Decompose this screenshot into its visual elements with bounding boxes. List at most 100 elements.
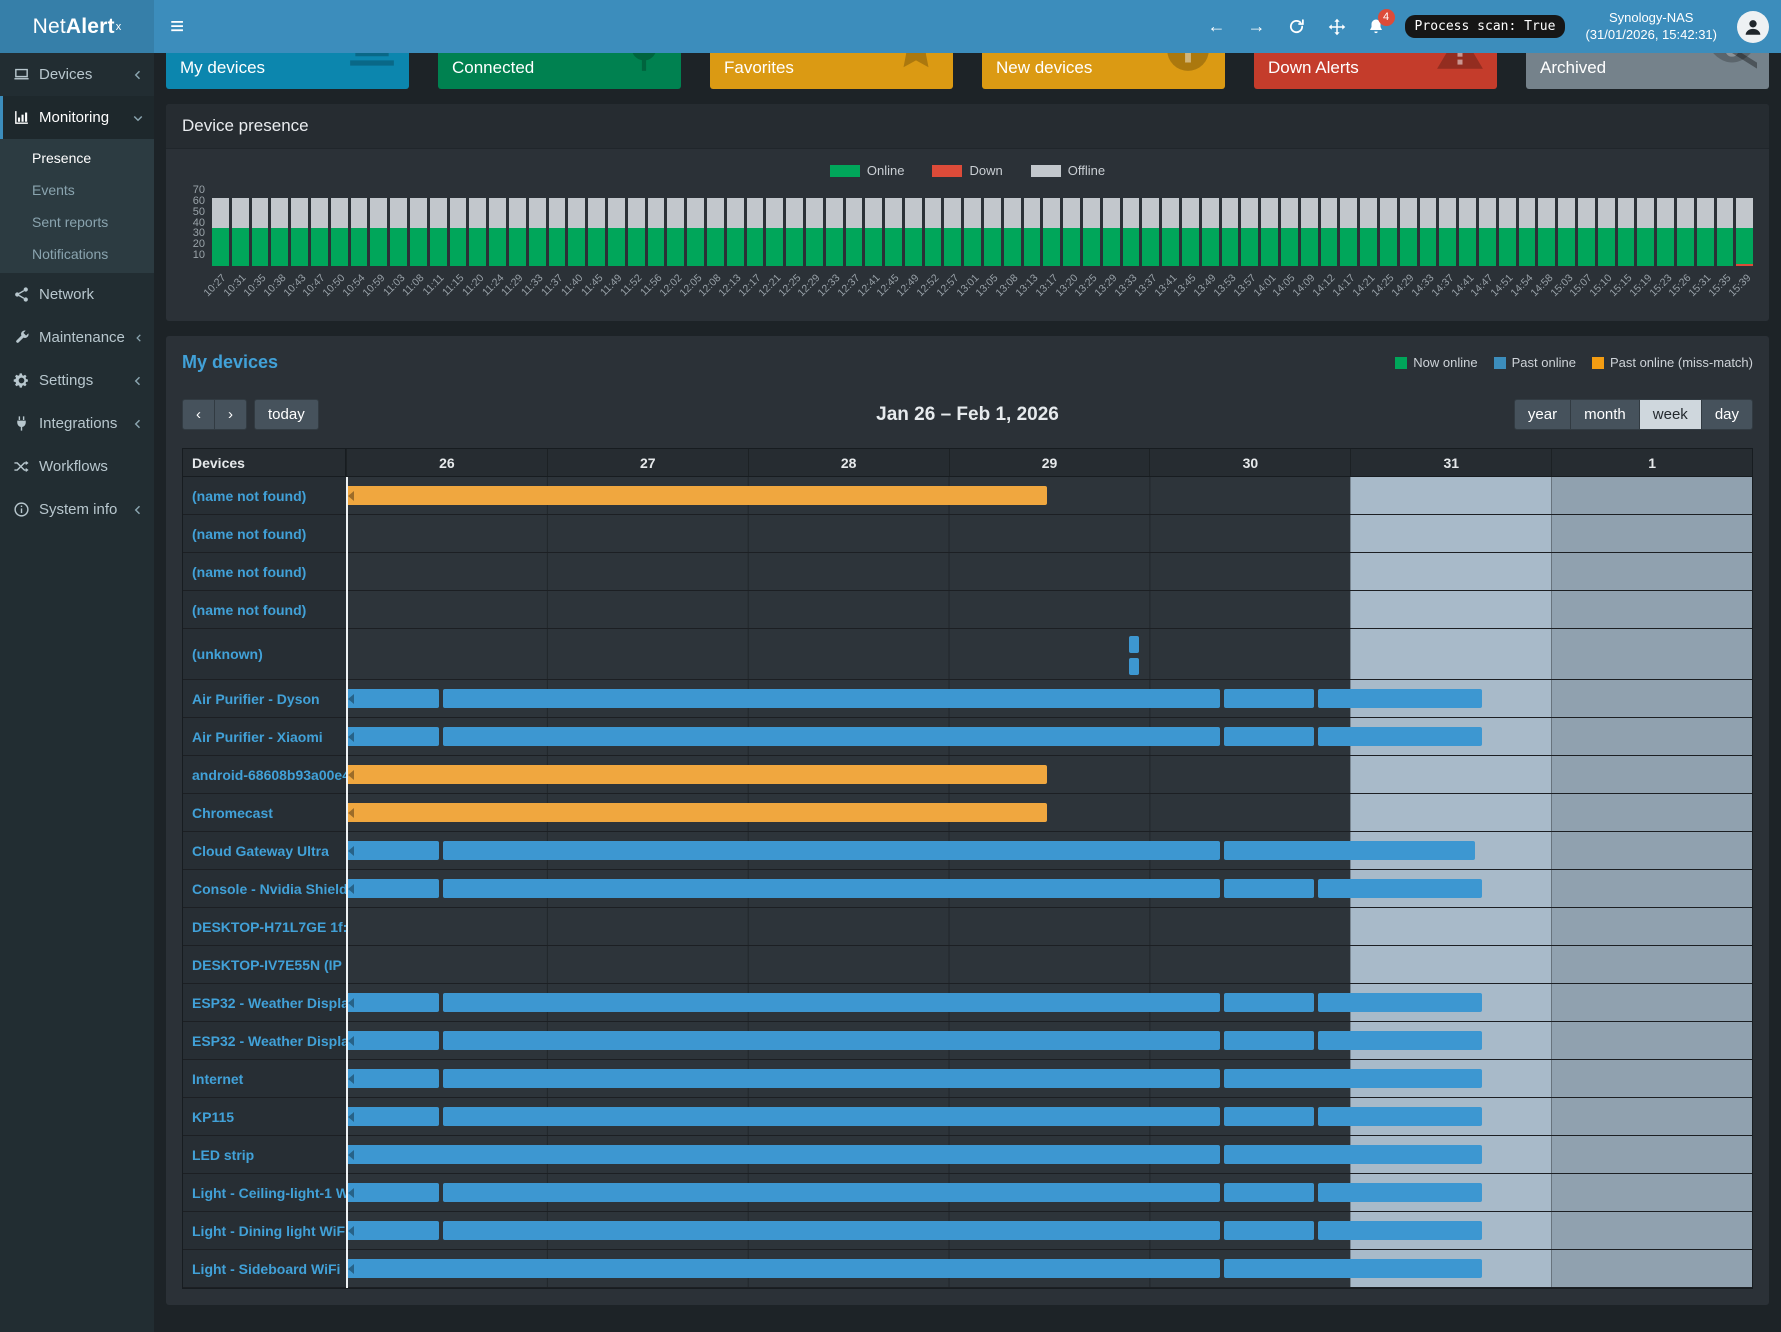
sidebar-item-notifications[interactable]: Notifications — [32, 246, 109, 262]
presence-event-bar[interactable] — [442, 689, 1221, 708]
sidebar-item-settings[interactable]: Settings — [0, 359, 154, 402]
device-name-link[interactable]: Cloud Gateway Ultra — [183, 832, 346, 869]
presence-event-bar[interactable] — [1223, 1069, 1482, 1088]
legend-item[interactable]: Past online — [1493, 355, 1576, 370]
presence-event-bar[interactable] — [1223, 1259, 1482, 1278]
view-button-month[interactable]: month — [1570, 399, 1640, 430]
device-name-link[interactable]: ESP32 - Weather Display — [183, 984, 346, 1021]
sidebar-item-presence[interactable]: Presence — [32, 150, 92, 166]
presence-event-bar[interactable] — [1317, 993, 1482, 1012]
presence-event-bar[interactable] — [1223, 1183, 1315, 1202]
device-name-link[interactable]: Console - Nvidia Shield — [183, 870, 346, 907]
view-button-year[interactable]: year — [1513, 399, 1572, 430]
device-name-link[interactable]: DESKTOP-H71L7GE 1f:99 — [183, 908, 346, 945]
presence-event-bar[interactable] — [1317, 1183, 1482, 1202]
presence-event-bar[interactable] — [1223, 1107, 1315, 1126]
device-name-link[interactable]: (name not found) — [183, 553, 346, 590]
presence-event-bar[interactable] — [346, 727, 440, 746]
next-button[interactable]: › — [214, 399, 247, 430]
presence-event-bar[interactable] — [1223, 727, 1315, 746]
presence-event-bar[interactable] — [346, 689, 440, 708]
app-logo[interactable]: Net Alert x — [0, 0, 154, 53]
presence-event-bar[interactable] — [346, 803, 1047, 822]
presence-event-bar[interactable] — [1317, 1221, 1482, 1240]
today-button[interactable]: today — [254, 399, 319, 430]
legend-item[interactable]: Offline — [1030, 163, 1105, 178]
forward-icon[interactable]: → — [1247, 16, 1266, 36]
presence-event-bar[interactable] — [346, 1183, 440, 1202]
prev-button[interactable]: ‹ — [182, 399, 215, 430]
device-name-link[interactable]: ESP32 - Weather Display — [183, 1022, 346, 1059]
process-scan-badge[interactable]: Process scan: True — [1404, 15, 1566, 38]
presence-event-bar[interactable] — [1317, 1107, 1482, 1126]
presence-event-bar[interactable] — [442, 1221, 1221, 1240]
device-name-link[interactable]: Internet — [183, 1060, 346, 1097]
back-icon[interactable]: ← — [1207, 16, 1226, 36]
device-name-link[interactable]: Light - Dining light WiFi — [183, 1212, 346, 1249]
device-name-link[interactable]: (name not found) — [183, 591, 346, 628]
presence-event-bar[interactable] — [346, 1221, 440, 1240]
sidebar-item-workflows[interactable]: Workflows — [0, 445, 154, 488]
device-name-link[interactable]: KP115 — [183, 1098, 346, 1135]
device-name-link[interactable]: (unknown) — [183, 629, 346, 679]
presence-event-bar[interactable] — [1317, 689, 1482, 708]
sidebar-item-monitoring[interactable]: Monitoring — [0, 96, 154, 139]
legend-item[interactable]: Now online — [1395, 355, 1478, 370]
presence-event-bar[interactable] — [1223, 841, 1475, 860]
presence-event-bar[interactable] — [346, 765, 1047, 784]
presence-event-bar[interactable] — [1317, 1031, 1482, 1050]
sidebar-item-network[interactable]: Network — [0, 273, 154, 316]
sidebar-item-events[interactable]: Events — [32, 182, 75, 198]
user-avatar[interactable] — [1737, 10, 1769, 43]
legend-item[interactable]: Online — [829, 163, 904, 178]
presence-event-bar[interactable] — [1223, 1145, 1482, 1164]
presence-event-bar[interactable] — [442, 841, 1221, 860]
notifications-bell[interactable]: 4 — [1367, 8, 1395, 36]
presence-event-bar[interactable] — [346, 486, 1047, 505]
sidebar-item-system-info[interactable]: System info — [0, 488, 154, 531]
sidebar-item-integrations[interactable]: Integrations — [0, 402, 154, 445]
device-name-link[interactable]: Air Purifier - Dyson — [183, 680, 346, 717]
presence-event-bar[interactable] — [442, 1031, 1221, 1050]
sidebar-item-devices[interactable]: Devices — [0, 53, 154, 96]
presence-event-bar[interactable] — [1223, 879, 1315, 898]
device-name-link[interactable]: Air Purifier - Xiaomi — [183, 718, 346, 755]
presence-event-bar[interactable] — [346, 1031, 440, 1050]
presence-event-bar[interactable] — [1129, 658, 1140, 675]
presence-event-bar[interactable] — [442, 993, 1221, 1012]
presence-event-bar[interactable] — [346, 1107, 440, 1126]
presence-event-bar[interactable] — [346, 1259, 1221, 1278]
view-button-day[interactable]: day — [1700, 399, 1753, 430]
presence-event-bar[interactable] — [442, 727, 1221, 746]
presence-event-bar[interactable] — [346, 993, 440, 1012]
presence-event-bar[interactable] — [442, 879, 1221, 898]
device-name-link[interactable]: Light - Sideboard WiFi — [183, 1250, 346, 1287]
presence-event-bar[interactable] — [442, 1107, 1221, 1126]
presence-event-bar[interactable] — [1317, 727, 1482, 746]
menu-icon[interactable]: ≡ — [170, 12, 185, 40]
presence-event-bar[interactable] — [346, 1069, 440, 1088]
presence-event-bar[interactable] — [346, 841, 440, 860]
presence-event-bar[interactable] — [1223, 1031, 1315, 1050]
sidebar-item-sent-reports[interactable]: Sent reports — [32, 214, 109, 230]
device-name-link[interactable]: android-68608b93a00e4 — [183, 756, 346, 793]
presence-event-bar[interactable] — [1317, 879, 1482, 898]
presence-event-bar[interactable] — [1223, 1221, 1315, 1240]
device-name-link[interactable]: (name not found) — [183, 515, 346, 552]
device-name-link[interactable]: DESKTOP-IV7E55N (IP m — [183, 946, 346, 983]
move-arrows-icon[interactable] — [1327, 17, 1347, 37]
presence-event-bar[interactable] — [346, 1145, 1221, 1164]
presence-event-bar[interactable] — [442, 1069, 1221, 1088]
refresh-icon[interactable] — [1287, 17, 1307, 37]
presence-event-bar[interactable] — [1223, 993, 1315, 1012]
device-name-link[interactable]: (name not found) — [183, 477, 346, 514]
legend-item[interactable]: Past online (miss-match) — [1591, 355, 1753, 370]
view-button-week[interactable]: week — [1638, 399, 1702, 430]
presence-event-bar[interactable] — [1129, 636, 1140, 653]
presence-event-bar[interactable] — [1223, 689, 1315, 708]
device-name-link[interactable]: Chromecast — [183, 794, 346, 831]
sidebar-item-maintenance[interactable]: Maintenance — [0, 316, 154, 359]
legend-item[interactable]: Down — [932, 163, 1003, 178]
device-name-link[interactable]: Light - Ceiling-light-1 Wi — [183, 1174, 346, 1211]
presence-event-bar[interactable] — [442, 1183, 1221, 1202]
